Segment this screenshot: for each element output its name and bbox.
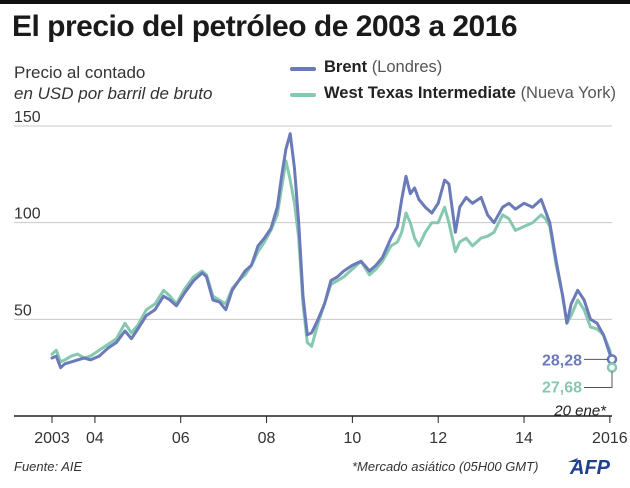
- afp-logo-text: AFP: [569, 457, 611, 479]
- end-marker-brent: [606, 354, 618, 365]
- x-tick-label-2003: 2003: [34, 430, 70, 447]
- x-tick-label-14: 14: [515, 430, 533, 447]
- x-axis: 2003 04 06 08 10 12 14 2016: [14, 415, 628, 447]
- legend-location-brent: (Londres): [371, 58, 443, 76]
- legend-swatch-brent: [290, 67, 316, 71]
- y-axis-ticks: 50 100 150: [14, 109, 41, 319]
- label-brent-last: 28,28: [542, 352, 582, 369]
- legend-label-wti: West Texas Intermediate: [324, 84, 516, 102]
- chart-units: en USD por barril de bruto: [14, 84, 213, 103]
- y-tick-label-150: 150: [14, 109, 41, 126]
- top-rule: [0, 0, 630, 4]
- y-tick-label-50: 50: [14, 302, 32, 319]
- chart-subtitle: Precio al contado: [14, 63, 146, 82]
- y-tick-label-100: 100: [14, 206, 41, 223]
- x-tick-label-08: 08: [258, 430, 276, 447]
- afp-logo: AFP: [568, 457, 611, 479]
- legend-location-wti: (Nueva York): [520, 84, 616, 102]
- source-note: Fuente: AIE: [14, 459, 83, 474]
- legend-swatch-wti: [290, 93, 316, 97]
- series-line-brent: [50, 132, 614, 370]
- series-lines: [50, 132, 614, 370]
- label-wti-last: 27,68: [542, 379, 582, 396]
- afp-logo-mark: [568, 458, 578, 462]
- label-last-date: 20 ene*: [553, 402, 607, 419]
- x-tick-label-10: 10: [343, 430, 361, 447]
- legend-label-brent: Brent: [324, 58, 368, 76]
- end-marker-wti: [606, 362, 618, 373]
- leader-wti: [584, 371, 613, 388]
- x-tick-label-06: 06: [172, 430, 190, 447]
- grid: [14, 125, 612, 320]
- market-footnote: *Mercado asiático (05H00 GMT): [352, 459, 539, 474]
- x-tick-label-12: 12: [429, 430, 447, 447]
- x-tick-label-2016: 2016: [592, 430, 628, 447]
- chart-title: El precio del petróleo de 2003 a 2016: [12, 10, 518, 43]
- end-annotations: 28,28 27,68 20 ene*: [542, 352, 618, 419]
- series-line-wti: [50, 159, 614, 364]
- x-tick-label-04: 04: [86, 430, 104, 447]
